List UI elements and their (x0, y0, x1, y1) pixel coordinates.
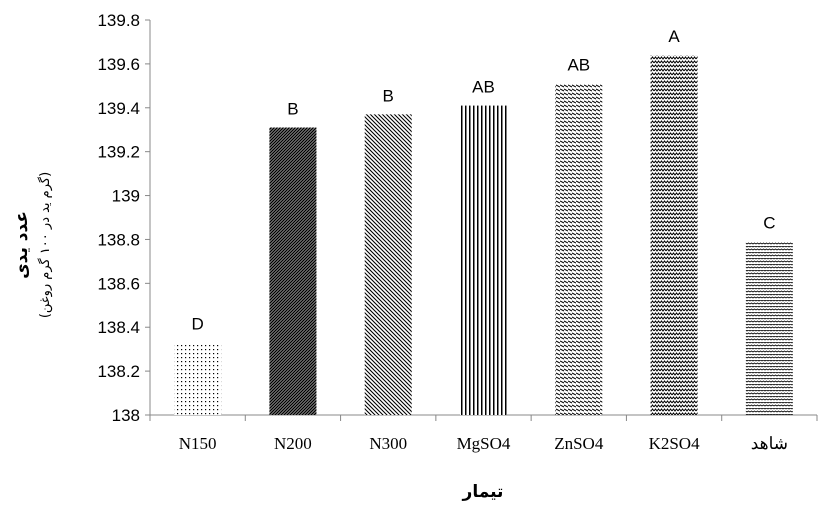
data-label: AB (472, 78, 495, 97)
y-tick-label: 138 (112, 406, 140, 425)
y-tick-label: 138.4 (97, 318, 140, 337)
y-tick-label: 139.2 (97, 143, 140, 162)
y-tick-label: 139.6 (97, 55, 140, 74)
bars (174, 55, 793, 416)
bar-6 (650, 55, 698, 415)
bar-2 (269, 127, 317, 416)
data-label: C (763, 214, 775, 233)
x-tick-label: ZnSO4 (554, 434, 604, 453)
y-tick-label: 139.8 (97, 11, 140, 30)
y-axis-unit-label: (گرم ید در ۱۰۰ گرم روغن) (37, 172, 53, 318)
y-axis-title: عدد یدی (گرم ید در ۱۰۰ گرم روغن) (12, 172, 53, 318)
y-tick-label: 139.4 (97, 99, 140, 118)
x-tick-label: N150 (179, 434, 217, 453)
y-axis-label: عدد یدی (12, 211, 32, 279)
y-tick-label: 138.2 (97, 362, 140, 381)
bar-3 (364, 114, 412, 415)
y-axis: 138 138.2 138.4 138.6 138.8 139 139.2 139.4 139.… (97, 11, 151, 425)
data-label: B (287, 100, 298, 119)
data-labels: D B B AB AB A C (192, 27, 776, 333)
data-label: B (383, 86, 394, 105)
data-label: D (192, 315, 204, 334)
x-axis-label: تیمار (462, 482, 504, 502)
y-tick-label: 138.6 (97, 274, 140, 293)
y-tick-label: 139 (112, 187, 140, 206)
x-tick-label: N200 (274, 434, 312, 453)
x-axis: N150 N200 N300 MgSO4 ZnSO4 K2SO4 شاهد (149, 414, 818, 453)
bar-7 (745, 241, 793, 415)
data-label: AB (567, 56, 590, 75)
y-tick-label: 138.8 (97, 230, 140, 249)
x-tick-label: K2SO4 (649, 434, 701, 453)
bar-4 (460, 105, 507, 415)
bar-1 (174, 342, 222, 415)
x-tick-label: MgSO4 (457, 434, 511, 453)
x-tick-label: شاهد (751, 434, 788, 453)
data-label: A (668, 27, 680, 46)
x-tick-label: N300 (369, 434, 407, 453)
bar-5 (555, 83, 603, 415)
